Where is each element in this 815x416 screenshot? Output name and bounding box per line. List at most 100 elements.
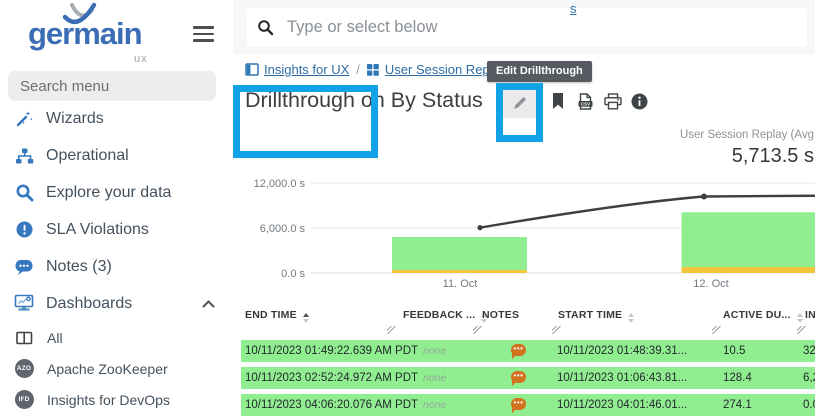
cell-active-duration: 10.5 — [723, 345, 746, 357]
edit-button[interactable] — [500, 88, 539, 118]
kpi-label: User Session Replay (Avg — [679, 129, 814, 141]
wand-icon — [12, 109, 36, 128]
table-row[interactable]: 10/11/2023 02:52:24.972 AM PDT none ••• … — [241, 367, 815, 389]
sidebar-item-label: Apache ZooKeeper — [47, 360, 168, 377]
columns-icon — [245, 62, 259, 76]
svg-text:12. Oct: 12. Oct — [693, 278, 728, 290]
kpi-value: 5,713.5 s — [731, 145, 814, 167]
export-csv-icon[interactable]: CSV — [578, 93, 593, 115]
edit-drillthrough-tooltip: Edit Drillthrough — [487, 61, 592, 82]
svg-text:CSV: CSV — [581, 101, 590, 106]
column-resize-handle[interactable] — [473, 326, 482, 334]
sidebar-nav: Wizards Operational Explore your data SL… — [0, 100, 233, 415]
svg-text:11. Oct: 11. Oct — [443, 278, 478, 290]
page-title: Drillthrough on By Status — [245, 88, 483, 112]
cell-start-time: 10/11/2023 04:01:46.01... — [557, 399, 688, 411]
cell-start-time: 10/11/2023 01:48:39.31... — [557, 345, 688, 357]
cell-active-duration: 274.1 — [723, 399, 752, 411]
global-search-input[interactable] — [247, 8, 807, 47]
sidebar-item-sla-violations[interactable]: SLA Violations — [0, 211, 233, 248]
cell-active-duration: 128.4 — [723, 372, 752, 384]
columns-grid-icon — [13, 331, 35, 345]
sidebar-item-insights-devops[interactable]: IFD Insights for DevOps — [0, 384, 233, 415]
info-icon[interactable] — [631, 93, 648, 115]
sidebar: germain ux Wizards Operational — [0, 0, 233, 416]
grid-icon — [366, 63, 380, 76]
sidebar-item-wizards[interactable]: Wizards — [0, 100, 233, 137]
sidebar-item-label: Explore your data — [46, 183, 172, 201]
sidebar-item-label: SLA Violations — [46, 220, 149, 238]
logo-swoosh-icon — [62, 2, 97, 25]
cell-feedback: none — [423, 372, 447, 384]
sidebar-item-label: All — [47, 329, 63, 346]
edit-pencil-icon — [513, 97, 526, 109]
column-header-start-time[interactable]: START TIME — [558, 309, 635, 323]
sidebar-item-label: Operational — [46, 146, 129, 164]
sort-icon[interactable] — [302, 313, 309, 323]
breadcrumb-link-replay[interactable]: User Session Replay — [384, 61, 507, 77]
dashboards-icon — [12, 294, 36, 313]
breadcrumb: Insights for UX / User Session Replay — [245, 60, 506, 78]
azo-badge: AZO — [13, 359, 35, 378]
sidebar-item-explore[interactable]: Explore your data — [0, 174, 233, 211]
sort-icon[interactable] — [481, 313, 488, 323]
sidebar-search — [8, 71, 216, 101]
column-resize-handle[interactable] — [797, 326, 806, 334]
column-header-notes[interactable]: NOTES — [482, 309, 520, 321]
chevron-up-icon[interactable] — [202, 295, 215, 313]
main-content: Insights for UX / User Session Replay s … — [233, 0, 815, 416]
sidebar-item-dashboards-all[interactable]: All — [0, 322, 233, 353]
sitemap-icon — [12, 147, 36, 165]
cell-end-time: 10/11/2023 01:49:22.639 AM PDT — [245, 345, 419, 357]
ifd-badge: IFD — [13, 390, 35, 409]
column-header-feedback[interactable]: FEEDBACK ... — [403, 309, 488, 323]
print-icon[interactable] — [604, 93, 622, 115]
sidebar-item-label: Wizards — [46, 109, 104, 127]
table-row-partial[interactable] — [241, 414, 815, 416]
column-header-inactive[interactable]: IN — [805, 309, 815, 321]
table-row[interactable]: 10/11/2023 01:49:22.639 AM PDT none ••• … — [241, 340, 815, 362]
timeseries-chart[interactable]: 12,000.0 s 6,000.0 s 0.0 s 11. Oct 12. Oct — [233, 176, 815, 296]
breadcrumb-fragment: s — [570, 1, 577, 16]
column-resize-handle[interactable] — [552, 326, 561, 334]
cell-feedback: none — [423, 345, 447, 357]
cell-feedback: none — [423, 399, 447, 411]
breadcrumb-link-insights[interactable]: Insights for UX — [264, 61, 350, 77]
cell-inactive: 6,2 — [803, 372, 815, 384]
alert-icon — [12, 220, 36, 239]
sidebar-item-label: Dashboards — [46, 294, 133, 312]
column-resize-handle[interactable] — [387, 326, 396, 334]
cell-end-time: 10/11/2023 02:52:24.972 AM PDT — [245, 372, 419, 384]
sidebar-item-label: Insights for DevOps — [47, 391, 170, 408]
hamburger-menu-icon[interactable] — [193, 26, 214, 46]
sidebar-item-operational[interactable]: Operational — [0, 137, 233, 174]
sort-icon[interactable] — [796, 313, 803, 323]
logo-sub: ux — [134, 53, 148, 65]
svg-text:12,000.0 s: 12,000.0 s — [254, 178, 306, 190]
sidebar-item-label: Notes (3) — [46, 257, 112, 275]
column-header-end-time[interactable]: END TIME — [245, 309, 309, 323]
sidebar-item-apache-zookeeper[interactable]: AZO Apache ZooKeeper — [0, 353, 233, 384]
column-resize-handle[interactable] — [712, 326, 721, 334]
sidebar-item-notes[interactable]: Notes (3) — [0, 248, 233, 285]
svg-text:0.0 s: 0.0 s — [281, 268, 305, 280]
magnifier-icon — [12, 183, 36, 202]
cell-inactive: 0.0 — [803, 399, 815, 411]
cell-start-time: 10/11/2023 01:06:43.81... — [557, 372, 688, 384]
sort-icon[interactable] — [628, 313, 635, 323]
kpi-panel: User Session Replay (Avg 5,713.5 s — [680, 129, 814, 168]
column-header-active-duration[interactable]: ACTIVE DU... — [723, 309, 803, 323]
cell-end-time: 10/11/2023 04:06:20.076 AM PDT — [245, 399, 419, 411]
cell-inactive: 32 — [803, 345, 815, 357]
logo-brand: germain — [28, 16, 143, 51]
table-header: END TIME FEEDBACK ... NOTES START TIME A… — [233, 303, 815, 337]
sidebar-search-input[interactable] — [8, 71, 216, 101]
sidebar-item-dashboards[interactable]: Dashboards — [0, 285, 233, 322]
svg-text:6,000.0 s: 6,000.0 s — [260, 223, 306, 235]
sessions-table: END TIME FEEDBACK ... NOTES START TIME A… — [233, 303, 815, 416]
bookmark-icon[interactable] — [552, 93, 564, 115]
breadcrumb-separator: / — [356, 61, 360, 77]
notes-icon — [12, 258, 36, 276]
table-row[interactable]: 10/11/2023 04:06:20.076 AM PDT none ••• … — [241, 394, 815, 416]
